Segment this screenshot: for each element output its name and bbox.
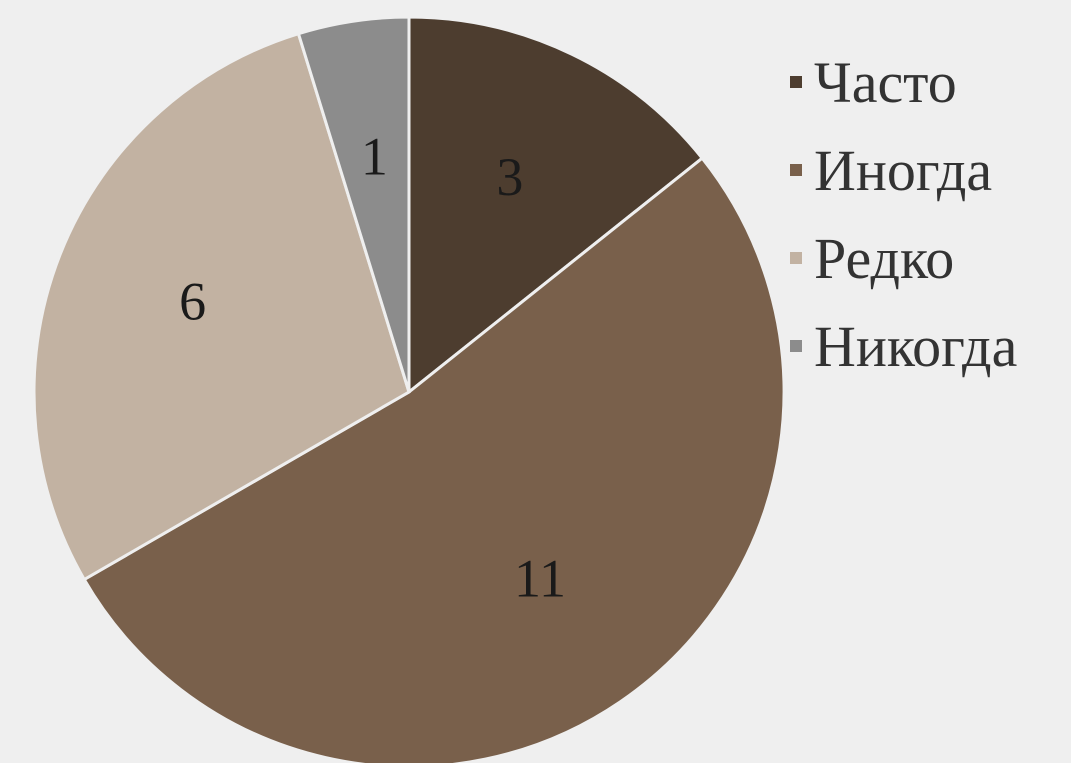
- legend-label-chasto: Часто: [814, 49, 957, 115]
- legend-item-redko: Редко: [790, 214, 1017, 302]
- data-label-nikogda: 1: [361, 126, 388, 186]
- legend: Часто Иногда Редко Никогда: [790, 38, 1017, 390]
- pie-slice-chasto: [407, 15, 705, 396]
- legend-item-chasto: Часто: [790, 38, 1017, 126]
- data-label-inogda: 11: [514, 548, 566, 608]
- legend-swatch-inogda: [790, 164, 802, 176]
- data-label-chasto: 3: [496, 147, 523, 207]
- data-label-redko: 6: [179, 271, 206, 331]
- pie-slice-redko: [32, 31, 411, 582]
- legend-label-inogda: Иногда: [814, 137, 993, 203]
- pie-slices: [32, 15, 786, 763]
- legend-swatch-nikogda: [790, 340, 802, 352]
- pie-data-labels: 3 11 6 1: [179, 126, 566, 608]
- pie-slice-nikogda: [296, 15, 411, 393]
- legend-item-inogda: Иногда: [790, 126, 1017, 214]
- legend-item-nikogda: Никогда: [790, 302, 1017, 390]
- legend-label-redko: Редко: [814, 225, 955, 291]
- legend-label-nikogda: Никогда: [814, 313, 1018, 379]
- legend-swatch-chasto: [790, 76, 802, 88]
- pie-slice-inogda: [82, 156, 786, 763]
- legend-swatch-redko: [790, 252, 802, 264]
